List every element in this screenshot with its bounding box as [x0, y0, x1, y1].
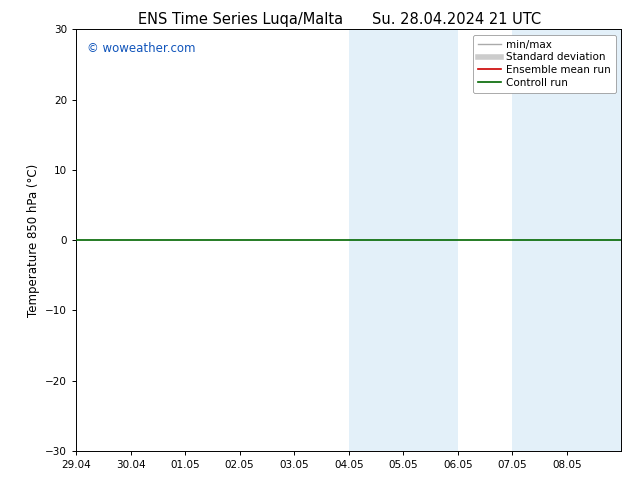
Bar [349, 29, 458, 451]
Text: © woweather.com: © woweather.com [87, 42, 195, 55]
Text: Su. 28.04.2024 21 UTC: Su. 28.04.2024 21 UTC [372, 12, 541, 27]
Y-axis label: Temperature 850 hPa (°C): Temperature 850 hPa (°C) [27, 164, 39, 317]
Text: ENS Time Series Luqa/Malta: ENS Time Series Luqa/Malta [138, 12, 344, 27]
Legend: min/max, Standard deviation, Ensemble mean run, Controll run: min/max, Standard deviation, Ensemble me… [473, 35, 616, 93]
Bar [512, 29, 634, 451]
